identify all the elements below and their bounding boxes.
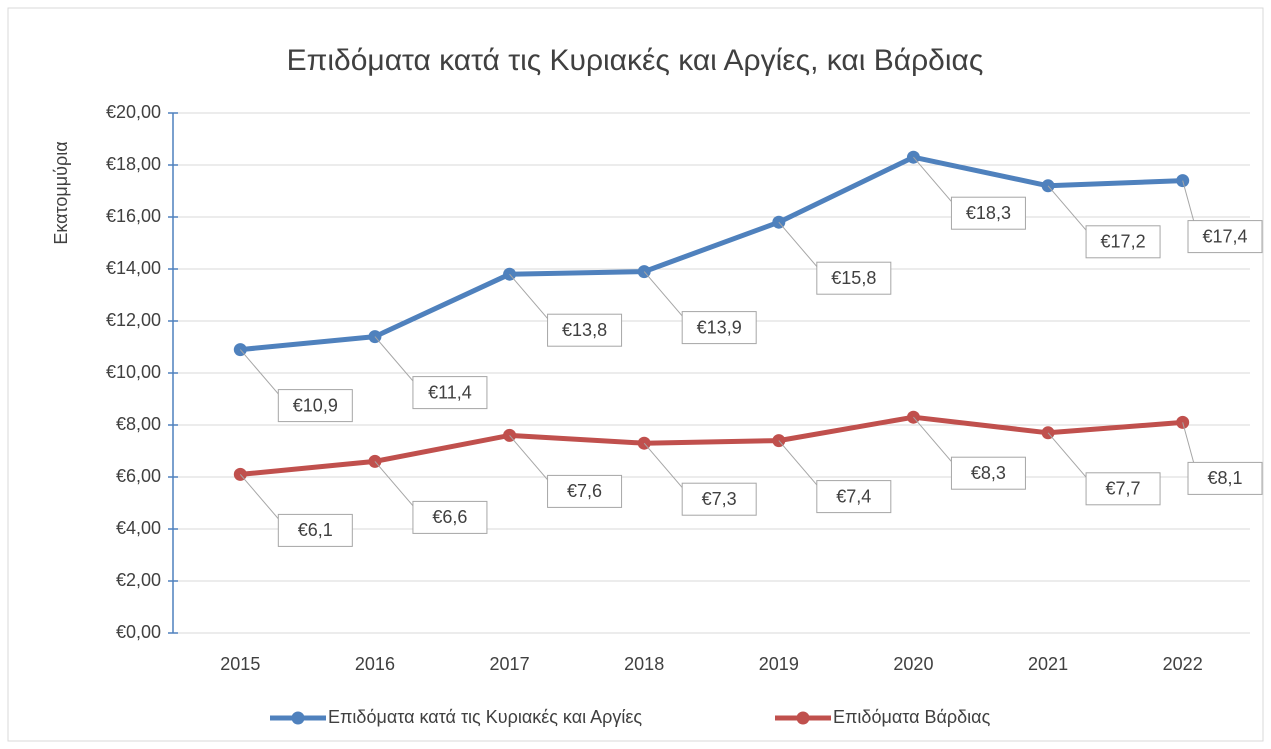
data-label: €7,4 bbox=[836, 486, 871, 506]
data-label: €13,8 bbox=[562, 320, 607, 340]
x-tick-label: 2016 bbox=[355, 654, 395, 674]
x-tick-label: 2015 bbox=[220, 654, 260, 674]
data-label-box bbox=[412, 500, 488, 534]
data-label: €10,9 bbox=[293, 395, 338, 415]
x-tick-label: 2018 bbox=[624, 654, 664, 674]
data-label-box bbox=[1085, 225, 1161, 259]
x-tick-label: 2019 bbox=[759, 654, 799, 674]
legend-marker bbox=[291, 711, 305, 725]
data-label-box bbox=[1085, 472, 1161, 506]
series-line bbox=[240, 154, 1183, 353]
legend-label: Επιδόματα Βάρδιας bbox=[833, 707, 991, 727]
chart-title: Επιδόματα κατά τις Κυριακές και Αργίες, … bbox=[287, 44, 984, 77]
data-label: €6,6 bbox=[432, 507, 467, 527]
y-tick-label: €18,00 bbox=[106, 154, 161, 174]
data-label: €8,1 bbox=[1207, 468, 1242, 488]
data-label: €17,2 bbox=[1101, 232, 1146, 252]
data-label: €11,4 bbox=[428, 382, 472, 402]
data-label: €8,3 bbox=[971, 463, 1006, 483]
data-label-box bbox=[547, 474, 623, 508]
series-line bbox=[240, 414, 1183, 477]
data-label-box bbox=[277, 513, 353, 547]
legend-marker bbox=[796, 711, 810, 725]
data-label: €7,6 bbox=[567, 481, 602, 501]
data-label: €17,4 bbox=[1202, 226, 1247, 246]
data-label-box bbox=[950, 456, 1026, 490]
data-label-box bbox=[547, 313, 623, 347]
y-tick-label: €14,00 bbox=[106, 258, 161, 278]
data-label-box bbox=[1187, 461, 1263, 495]
data-label: €18,3 bbox=[966, 203, 1011, 223]
y-tick-label: €12,00 bbox=[106, 310, 161, 330]
data-label-box bbox=[950, 196, 1026, 230]
y-tick-label: €20,00 bbox=[106, 102, 161, 122]
data-label-box bbox=[1187, 220, 1263, 254]
x-tick-label: 2022 bbox=[1163, 654, 1203, 674]
y-tick-label: €6,00 bbox=[116, 466, 161, 486]
chart-border bbox=[7, 7, 1264, 742]
y-tick-label: €4,00 bbox=[116, 518, 161, 538]
data-label: €7,3 bbox=[702, 489, 737, 509]
legend-label: Επιδόματα κατά τις Κυριακές και Αργίες bbox=[328, 707, 642, 727]
data-label-box bbox=[816, 480, 892, 514]
y-tick-label: €10,00 bbox=[106, 362, 161, 382]
y-tick-label: €16,00 bbox=[106, 206, 161, 226]
data-label-box bbox=[681, 482, 757, 516]
x-tick-label: 2021 bbox=[1028, 654, 1068, 674]
y-tick-label: €2,00 bbox=[116, 570, 161, 590]
data-label: €15,8 bbox=[831, 268, 876, 288]
data-label-box bbox=[681, 311, 757, 345]
data-label-box bbox=[412, 376, 488, 410]
data-label-box bbox=[816, 261, 892, 295]
data-label: €13,9 bbox=[697, 317, 742, 337]
x-tick-label: 2017 bbox=[490, 654, 530, 674]
data-label: €7,7 bbox=[1106, 479, 1141, 499]
y-axis-label: Εκατομμύρια bbox=[51, 141, 71, 244]
data-label-box bbox=[277, 389, 353, 423]
y-tick-label: €8,00 bbox=[116, 414, 161, 434]
y-tick-label: €0,00 bbox=[116, 622, 161, 642]
data-label: €6,1 bbox=[298, 520, 333, 540]
x-tick-label: 2020 bbox=[893, 654, 933, 674]
